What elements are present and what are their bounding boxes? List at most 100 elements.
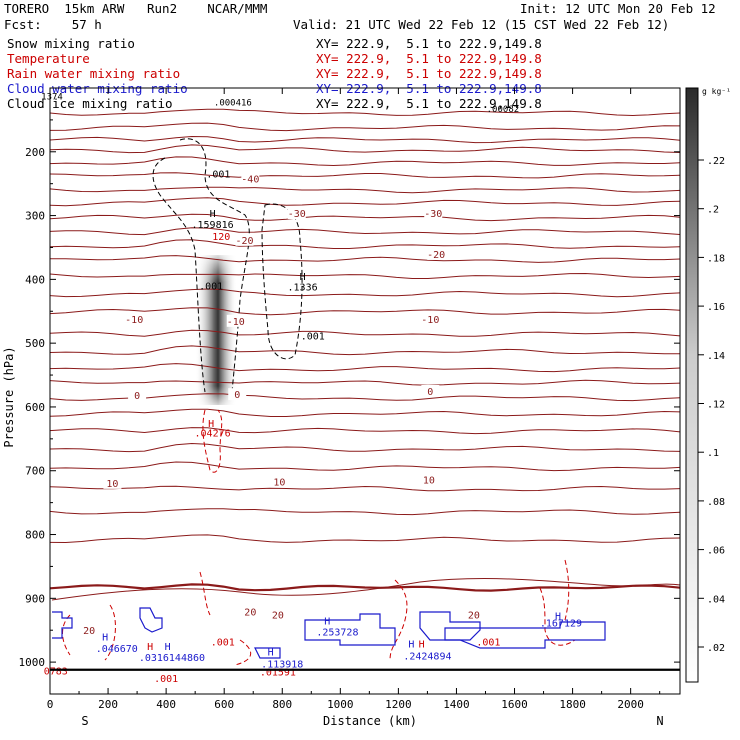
dashed-mixing-ratio-contours <box>62 138 576 666</box>
isotherm <box>49 135 681 144</box>
dashed-contour <box>179 138 250 393</box>
extremum-label: H <box>210 209 216 220</box>
extremum-label: .001 <box>199 282 223 293</box>
y-tick-label: 200 <box>25 146 45 159</box>
temperature-label: -10 <box>125 315 143 326</box>
extremum-label: .001 <box>211 638 235 649</box>
x-tick-label: 1200 <box>385 698 412 711</box>
temperature-label: 0 <box>234 390 240 401</box>
valid-time: Valid: 21 UTC Wed 22 Feb 12 (15 CST Wed … <box>293 17 670 32</box>
cloud-water-contour <box>254 647 281 659</box>
temperature-label: 20 <box>468 610 480 621</box>
legend-cloud-ice-xy: XY= 222.9, 5.1 to 222.9,149.8 <box>316 96 542 111</box>
extremum-label: 0783 <box>44 666 68 677</box>
extremum-label: .001 <box>301 332 325 343</box>
temperature-label-bg <box>125 312 144 325</box>
x-tick-label: 1600 <box>501 698 528 711</box>
isotherm <box>49 379 681 386</box>
isotherm <box>49 307 681 316</box>
start-label-s: S <box>81 714 88 728</box>
isotherm <box>49 156 681 167</box>
isotherm <box>49 172 681 179</box>
extremum-label: H <box>419 640 425 651</box>
plot-border <box>49 87 681 695</box>
extremum-label: H <box>147 642 153 653</box>
extremum-label: .113918 <box>261 659 303 670</box>
temperature-label-bg <box>421 312 440 325</box>
isotherm <box>49 122 681 132</box>
extremum-label: H <box>165 642 171 653</box>
x-tick-label: 600 <box>214 698 234 711</box>
y-tick-label: 800 <box>25 529 45 542</box>
x-tick-label: 400 <box>156 698 176 711</box>
legend-snow-xy: XY= 222.9, 5.1 to 222.9,149.8 <box>316 36 542 51</box>
x-tick-label: 1800 <box>559 698 586 711</box>
isotherm-20 <box>51 578 681 601</box>
end-label-n: N <box>656 714 663 728</box>
x-tick-label: 200 <box>98 698 118 711</box>
colorbar-tick-label: .18 <box>707 253 725 264</box>
top-residual-label: 1374 <box>41 93 63 103</box>
temperature-label-bg <box>80 624 99 637</box>
extremum-label: .001 <box>154 674 178 685</box>
y-tick-label: 400 <box>25 273 45 286</box>
temperature-label-bg <box>235 233 254 246</box>
cloud-water-contour <box>419 611 481 641</box>
temperature-label: 10 <box>106 479 118 490</box>
isotherm <box>49 272 681 279</box>
isotherm <box>49 485 681 492</box>
temperature-label-bg <box>419 473 438 486</box>
isotherm <box>49 255 681 263</box>
isotherm <box>49 227 681 236</box>
temperature-label-bg <box>128 388 147 401</box>
legend-snow-name: Snow mixing ratio <box>7 36 135 51</box>
init-time: Init: 12 UTC Mon 20 Feb 12 <box>520 1 716 16</box>
temperature-label: -40 <box>241 175 259 186</box>
colorbar-tick-label: .14 <box>707 351 725 362</box>
x-tick-label: 800 <box>272 698 292 711</box>
isotherm <box>49 408 681 417</box>
temperature-contours <box>49 108 681 592</box>
plot-frame <box>49 87 681 695</box>
extremum-label: .04276 <box>195 428 231 439</box>
temperature-label: 20 <box>244 608 256 619</box>
legend-temperature-name: Temperature <box>7 51 90 66</box>
isotherm <box>49 393 681 402</box>
temperature-label: 0 <box>427 387 433 398</box>
cloud-water-contour <box>444 621 606 649</box>
isotherm <box>49 144 681 154</box>
extremum-label: .001 <box>476 638 500 649</box>
isotherm <box>49 108 681 117</box>
y-tick-label: 300 <box>25 210 45 223</box>
colorbar-tick-label: .02 <box>707 643 725 654</box>
temperature-label-bg <box>241 605 260 618</box>
temperature-label-bg <box>226 314 245 327</box>
contour-labels: -40 -30 -30 -20 -20 -10 -10 -10 0 0 0 10 10 10 20 20 20 2… <box>41 93 582 685</box>
isotherm <box>49 197 681 207</box>
temperature-label-bg <box>421 385 440 397</box>
isotherm <box>49 345 681 356</box>
dashed-contour <box>152 157 206 393</box>
cloud-water-contour <box>304 613 396 646</box>
extremum-label: H <box>555 612 561 623</box>
temperature-label: -20 <box>235 236 253 247</box>
colorbar-tick-label: .1 <box>707 448 719 459</box>
extremum-label: H <box>268 647 274 658</box>
temperature-label-bg <box>241 172 260 185</box>
legend-temperature-xy: XY= 222.9, 5.1 to 222.9,149.8 <box>316 51 542 66</box>
extremum-label: .167129 <box>540 619 582 630</box>
temperature-label: -30 <box>288 209 306 220</box>
extremum-label: 120 <box>212 232 230 243</box>
isotherm <box>49 186 681 194</box>
x-tick-label: 1400 <box>443 698 470 711</box>
colorbar-tick-label: .04 <box>707 594 725 605</box>
extremum-label: .01591 <box>260 668 296 679</box>
forecast-hour: Fcst: 57 h <box>4 17 102 32</box>
cloud-water-contour <box>139 607 163 633</box>
y-tick-label: 900 <box>25 592 45 605</box>
temperature-label-bg <box>268 608 287 621</box>
extremum-label: H <box>208 419 214 430</box>
x-tick-label: 2000 <box>617 698 644 711</box>
y-axis-label: Pressure (hPa) <box>2 346 16 447</box>
temperature-label-bg <box>270 475 289 488</box>
